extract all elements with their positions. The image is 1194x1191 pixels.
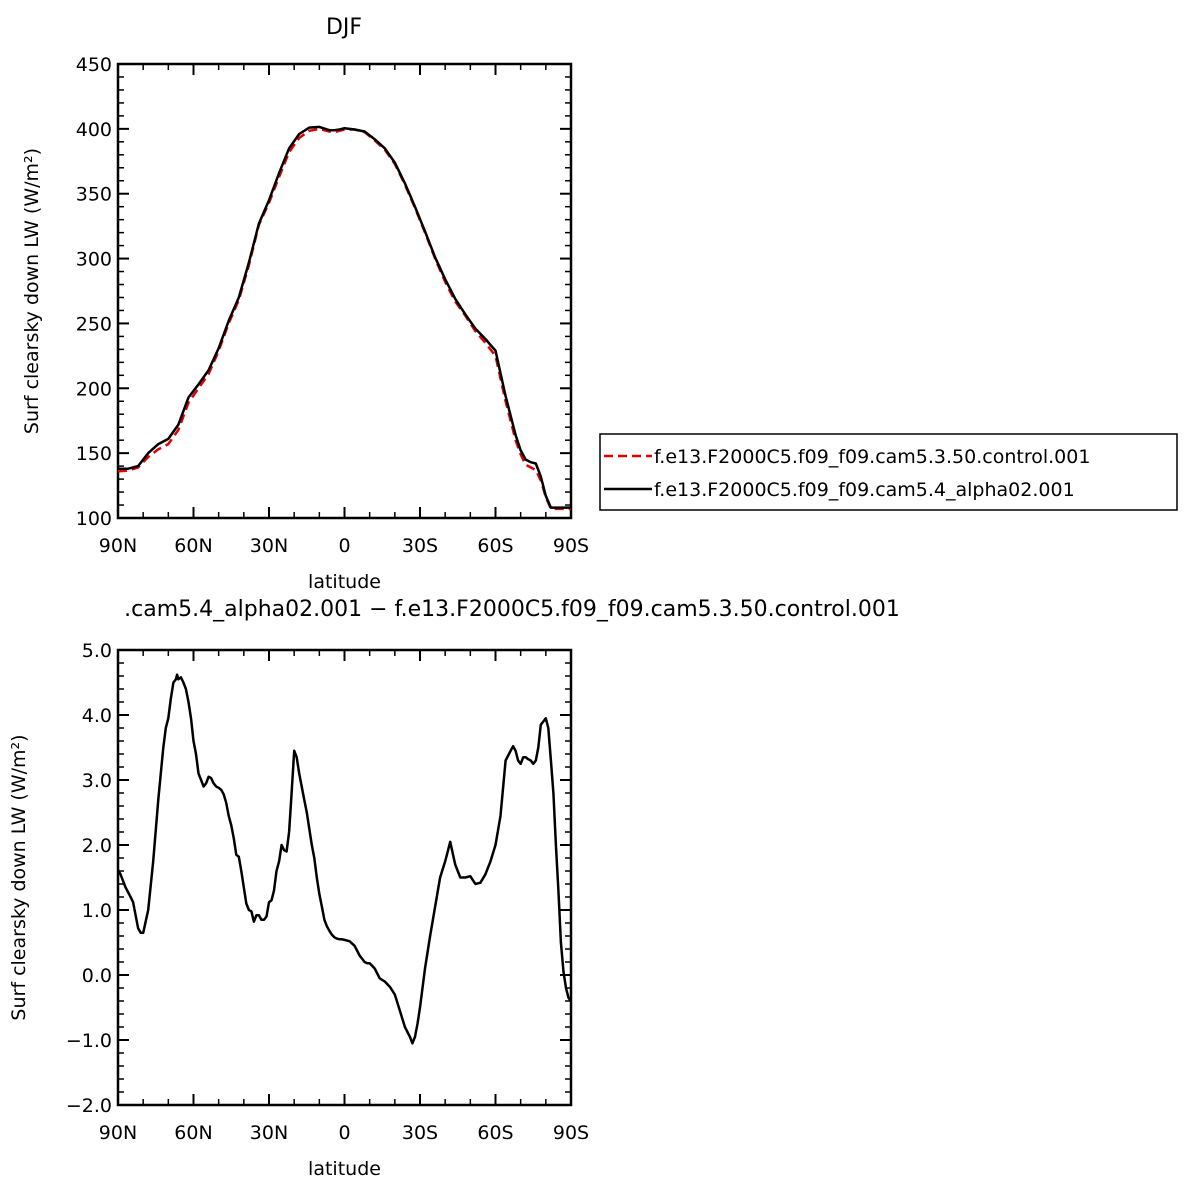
- y-tick-label: 4.0: [82, 705, 112, 727]
- y-tick-label: 150: [76, 443, 112, 465]
- chart-title: DJF: [326, 15, 362, 40]
- plot-frame: [116, 648, 573, 1107]
- top-chart: DJF 100 150 200 250 300 350 400 450 90N 60N 30N 0 30S…: [21, 15, 589, 593]
- y-tick-label: 100: [76, 508, 112, 530]
- bottom-chart: .cam5.4_alpha02.001 − f.e13.F2000C5.f09_…: [8, 597, 900, 1180]
- x-tick-label: 30N: [250, 1122, 288, 1144]
- legend: f.e13.F2000C5.f09_f09.cam5.3.50.control.…: [599, 433, 1178, 511]
- y-tick-label: 5.0: [82, 640, 112, 662]
- y-tick-label: 400: [76, 119, 112, 141]
- y-axis-title: Surf clearsky down LW (W/m²): [21, 148, 43, 434]
- x-tick-label: 90S: [553, 535, 589, 557]
- plot-frame: [116, 62, 573, 520]
- y-tick-label: −1.0: [66, 1030, 112, 1052]
- series-line-0: [116, 673, 572, 1045]
- legend-box: [599, 433, 1178, 511]
- y-tick-label: 1.0: [82, 900, 112, 922]
- y-axis-title: Surf clearsky down LW (W/m²): [8, 734, 30, 1020]
- x-tick-label: 60S: [477, 1122, 513, 1144]
- y-tick-label: 450: [76, 54, 112, 76]
- x-tick-label: 0: [338, 1122, 350, 1144]
- y-tick-label: 200: [76, 378, 112, 400]
- legend-label-0: f.e13.F2000C5.f09_f09.cam5.3.50.control.…: [654, 446, 1090, 468]
- y-tick-label: 350: [76, 184, 112, 206]
- x-tick-label: 60S: [477, 535, 513, 557]
- y-tick-label: 250: [76, 313, 112, 335]
- x-tick-label: 90N: [99, 535, 137, 557]
- legend-label-1: f.e13.F2000C5.f09_f09.cam5.4_alpha02.001: [654, 479, 1075, 501]
- x-tick-label: 60N: [174, 1122, 212, 1144]
- series-line-1: [118, 125, 571, 509]
- x-tick-label: 30S: [402, 1122, 438, 1144]
- x-tick-label: 30N: [250, 535, 288, 557]
- y-tick-label: 3.0: [82, 770, 112, 792]
- y-tick-label: 300: [76, 249, 112, 271]
- chart-title: .cam5.4_alpha02.001 − f.e13.F2000C5.f09_…: [124, 597, 900, 622]
- x-axis-title: latitude: [308, 571, 381, 593]
- y-tick-label: 0.0: [82, 965, 112, 987]
- x-tick-label: 0: [338, 535, 350, 557]
- x-tick-label: 90S: [553, 1122, 589, 1144]
- y-tick-label: −2.0: [66, 1095, 112, 1117]
- y-tick-label: 2.0: [82, 835, 112, 857]
- x-tick-label: 30S: [402, 535, 438, 557]
- x-tick-label: 60N: [174, 535, 212, 557]
- x-tick-label: 90N: [99, 1122, 137, 1144]
- series-line-0: [117, 127, 571, 511]
- x-axis-title: latitude: [308, 1158, 381, 1180]
